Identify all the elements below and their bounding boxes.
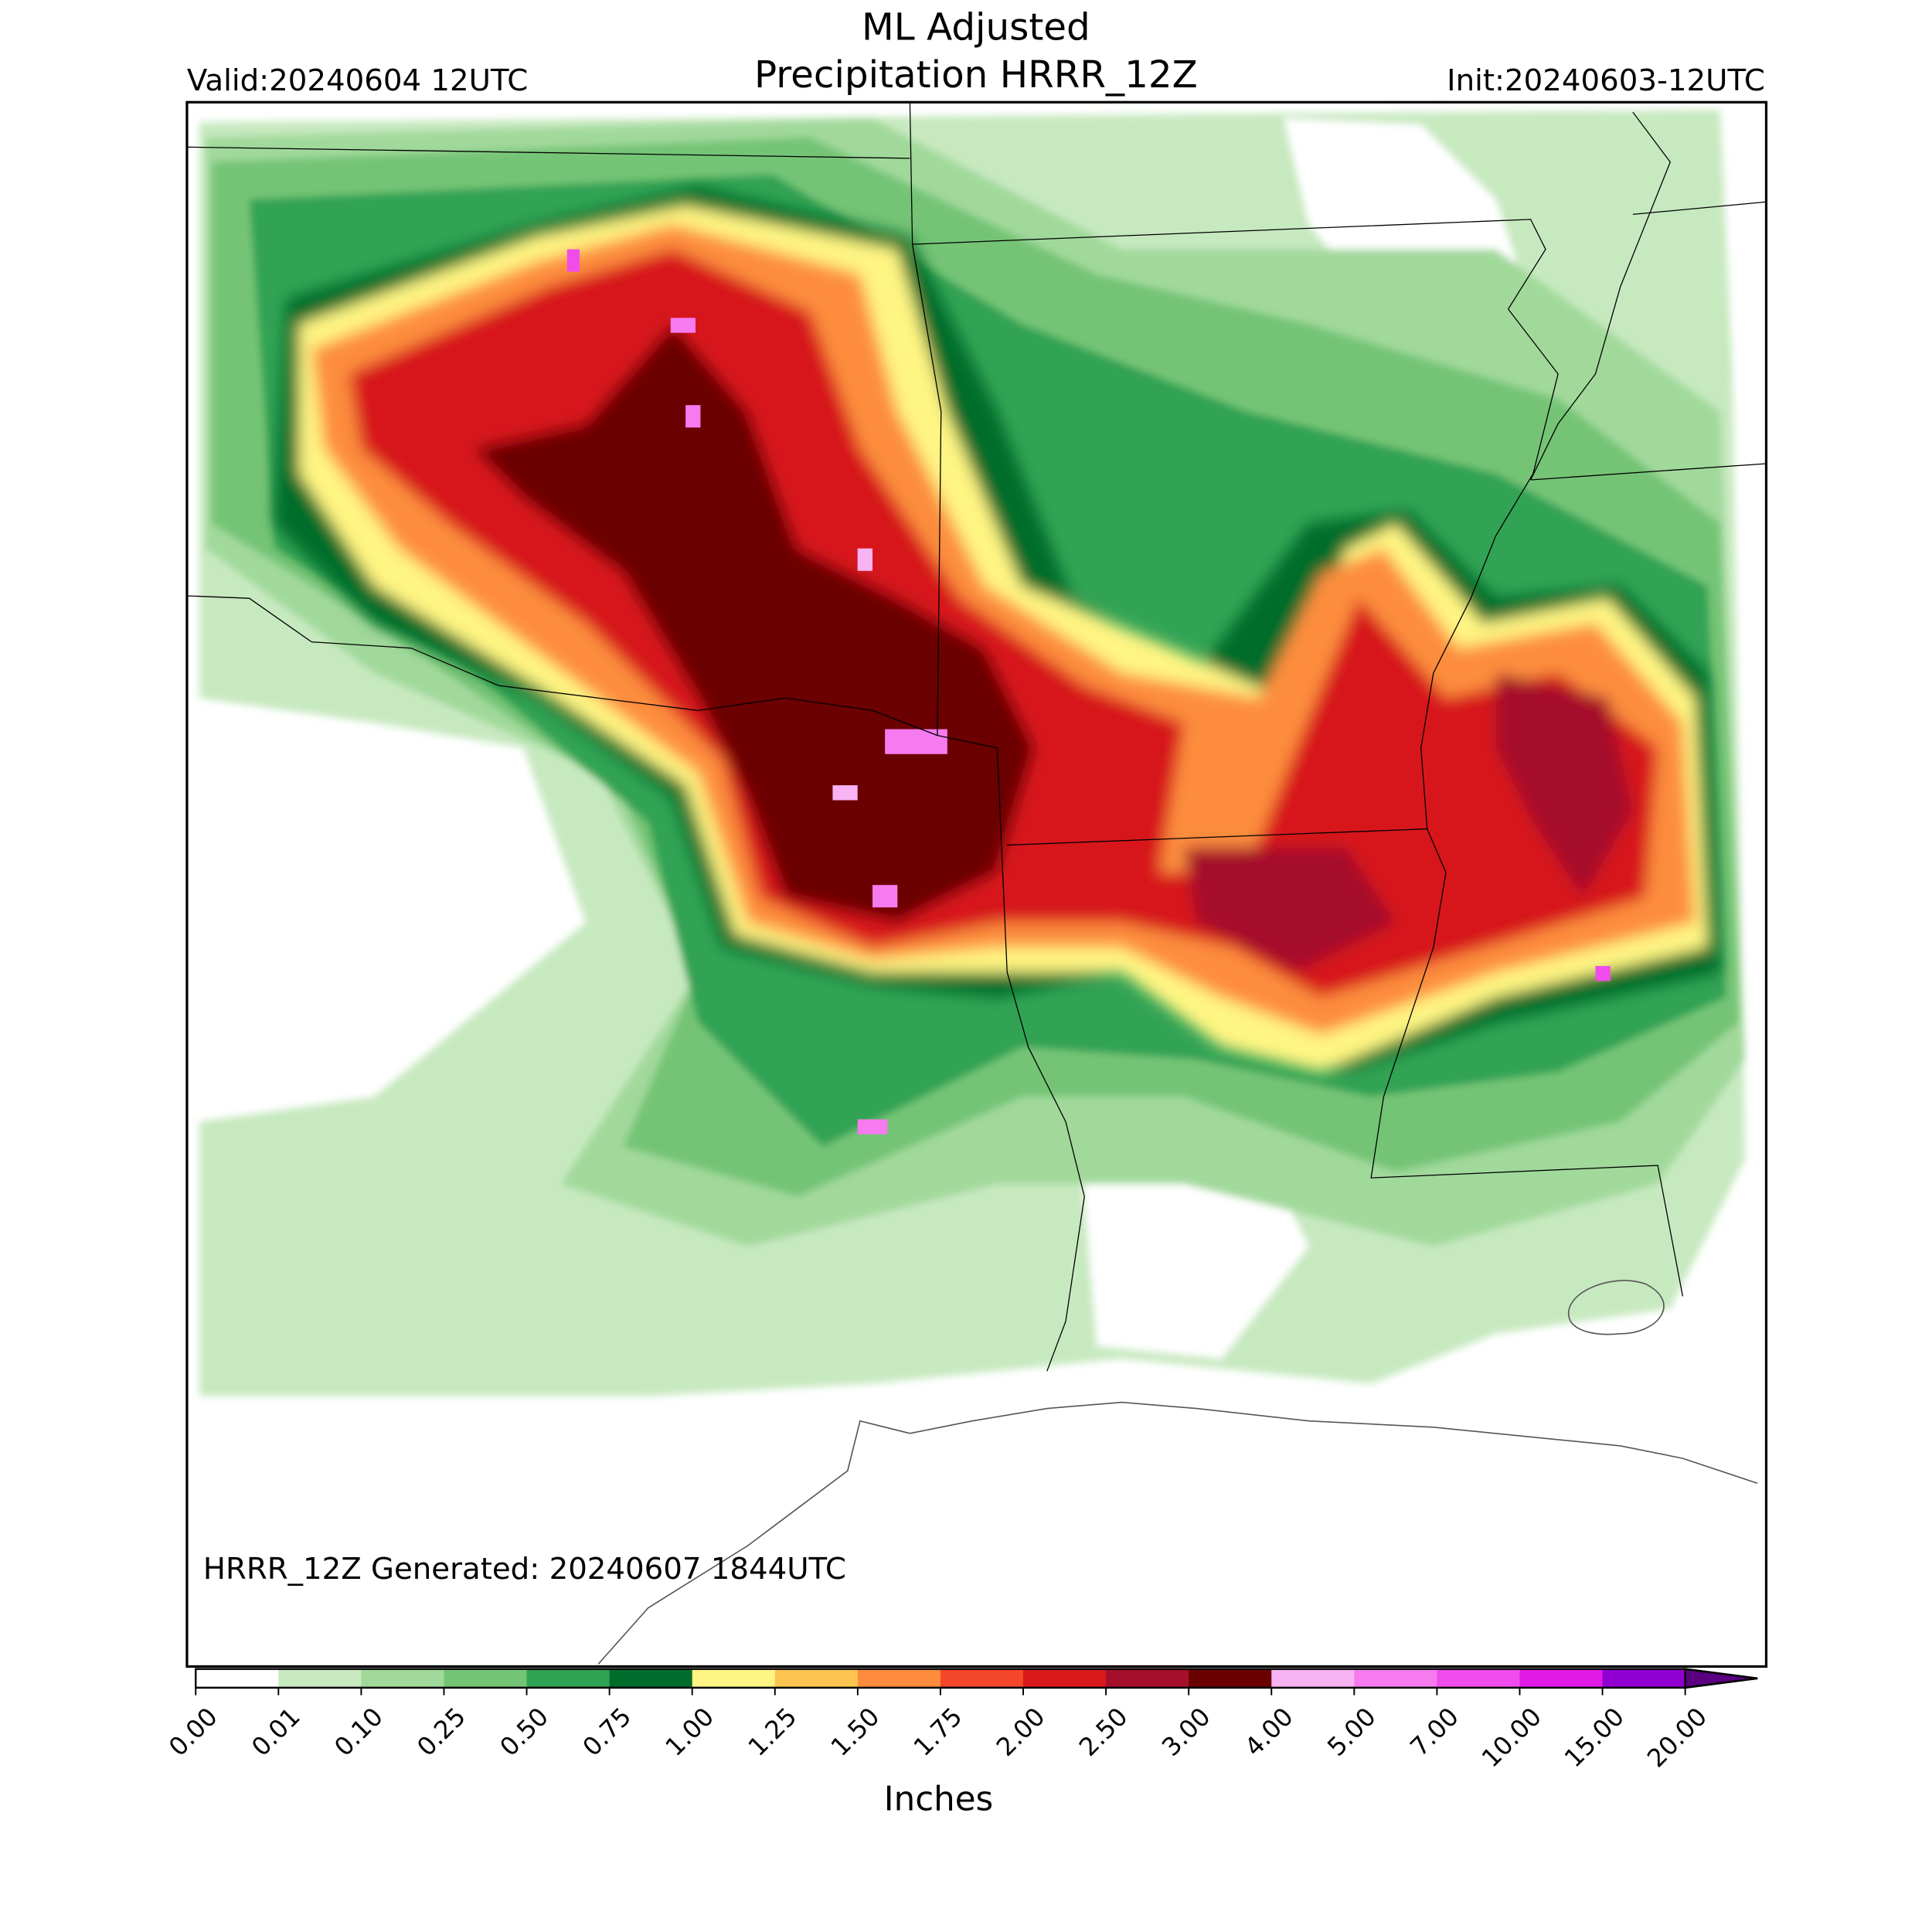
spot-5.00 — [857, 1119, 888, 1134]
colorbar-segment — [857, 1668, 941, 1688]
state-border — [186, 146, 910, 159]
area-2.50 — [1184, 847, 1396, 973]
colorbar-tick-label: 5.00 — [1321, 1702, 1382, 1762]
colorbar-tick-label: 0.00 — [163, 1702, 223, 1762]
precip-field — [186, 102, 1767, 1665]
colorbar-tick-label: 2.00 — [991, 1702, 1051, 1762]
colorbar-tick-label: 3.00 — [1156, 1702, 1216, 1762]
colorbar-extend — [1684, 1668, 1758, 1689]
colorbar-label: Inches — [884, 1781, 993, 1819]
state-border — [1420, 308, 1559, 829]
title-line1: ML Adjusted — [862, 6, 1090, 49]
colorbar-segment — [692, 1668, 776, 1688]
extreme-spots — [566, 249, 1611, 1134]
colorbar-segment — [1189, 1668, 1272, 1688]
state-border — [1530, 111, 1672, 481]
colorbar-segment — [444, 1668, 528, 1688]
colorbar-segment — [940, 1668, 1024, 1688]
colorbar: 0.00 0.01 0.10 0.25 0.50 0.75 1.00 1.25 1.50 1.75… — [163, 1668, 1758, 1773]
spot-4.00 — [832, 785, 858, 801]
colorbar-segment — [196, 1668, 279, 1688]
state-border — [186, 595, 938, 736]
colorbar-tick-label: 1.75 — [908, 1702, 968, 1762]
colorbar-segment — [1437, 1668, 1520, 1688]
generated-note: HRRR_12Z Generated: 20240607 1844UTC — [203, 1552, 846, 1587]
colorbar-tick-label: 10.00 — [1476, 1702, 1547, 1773]
map-frame — [185, 100, 1768, 1668]
colorbar-tick-label: 1.25 — [743, 1702, 803, 1762]
spot-5.00 — [685, 405, 701, 428]
colorbar-segment — [1023, 1668, 1107, 1688]
spot-5.00 — [885, 729, 947, 754]
colorbar-segment — [1271, 1668, 1355, 1688]
colorbar-outline — [195, 1668, 1758, 1689]
spot-5.00 — [670, 318, 696, 333]
spot-7.00 — [1595, 966, 1611, 981]
colorbar-tick-label: 1.00 — [660, 1702, 720, 1762]
lake-outline — [1568, 1280, 1665, 1335]
spot-5.00 — [872, 885, 898, 908]
title-line2: Precipitation HRRR_12Z — [754, 53, 1198, 97]
state-border — [1530, 463, 1767, 481]
state-border — [1632, 201, 1767, 216]
colorbar-segment — [1519, 1668, 1604, 1688]
colorbar-tick-label: 0.50 — [494, 1702, 554, 1762]
colorbar-segment — [1106, 1668, 1189, 1688]
colorbar-tick-label: 1.50 — [825, 1702, 886, 1762]
colorbar-segment — [1354, 1668, 1437, 1688]
colorbar-segment — [278, 1668, 362, 1688]
colorbar-tick-label: 15.00 — [1559, 1702, 1630, 1773]
state-border — [909, 102, 1085, 1372]
area-3.00 — [473, 324, 1035, 923]
spot-7.00 — [566, 249, 580, 272]
colorbar-tick-label: 4.00 — [1239, 1702, 1299, 1762]
colorbar-tick-label: 0.75 — [577, 1702, 638, 1762]
colorbar-segment — [1602, 1668, 1686, 1688]
state-border — [912, 219, 1546, 310]
colorbar-tick-label: 2.50 — [1073, 1702, 1134, 1762]
colorbar-tick-label: 0.01 — [246, 1702, 306, 1762]
state-border — [1007, 828, 1684, 1297]
colorbar-segment — [361, 1668, 444, 1688]
coastline — [597, 1401, 1758, 1665]
borders — [186, 102, 1767, 1372]
colorbar-tick-label: 0.25 — [411, 1702, 471, 1762]
colorbar-tick-label: 20.00 — [1641, 1702, 1713, 1773]
colorbar-segment — [609, 1668, 693, 1688]
heavy-precip — [274, 186, 1720, 1073]
valid-time: Valid:20240604 12UTC — [187, 63, 528, 98]
init-time: Init:20240603-12UTC — [1447, 63, 1765, 98]
colorbar-tick-label: 7.00 — [1404, 1702, 1464, 1762]
colorbar-segment — [774, 1668, 859, 1688]
colorbar-segment — [526, 1668, 611, 1688]
spot-4.00 — [857, 548, 873, 571]
colorbar-tick-label: 0.10 — [328, 1702, 389, 1762]
area-2.50 — [1495, 672, 1633, 898]
